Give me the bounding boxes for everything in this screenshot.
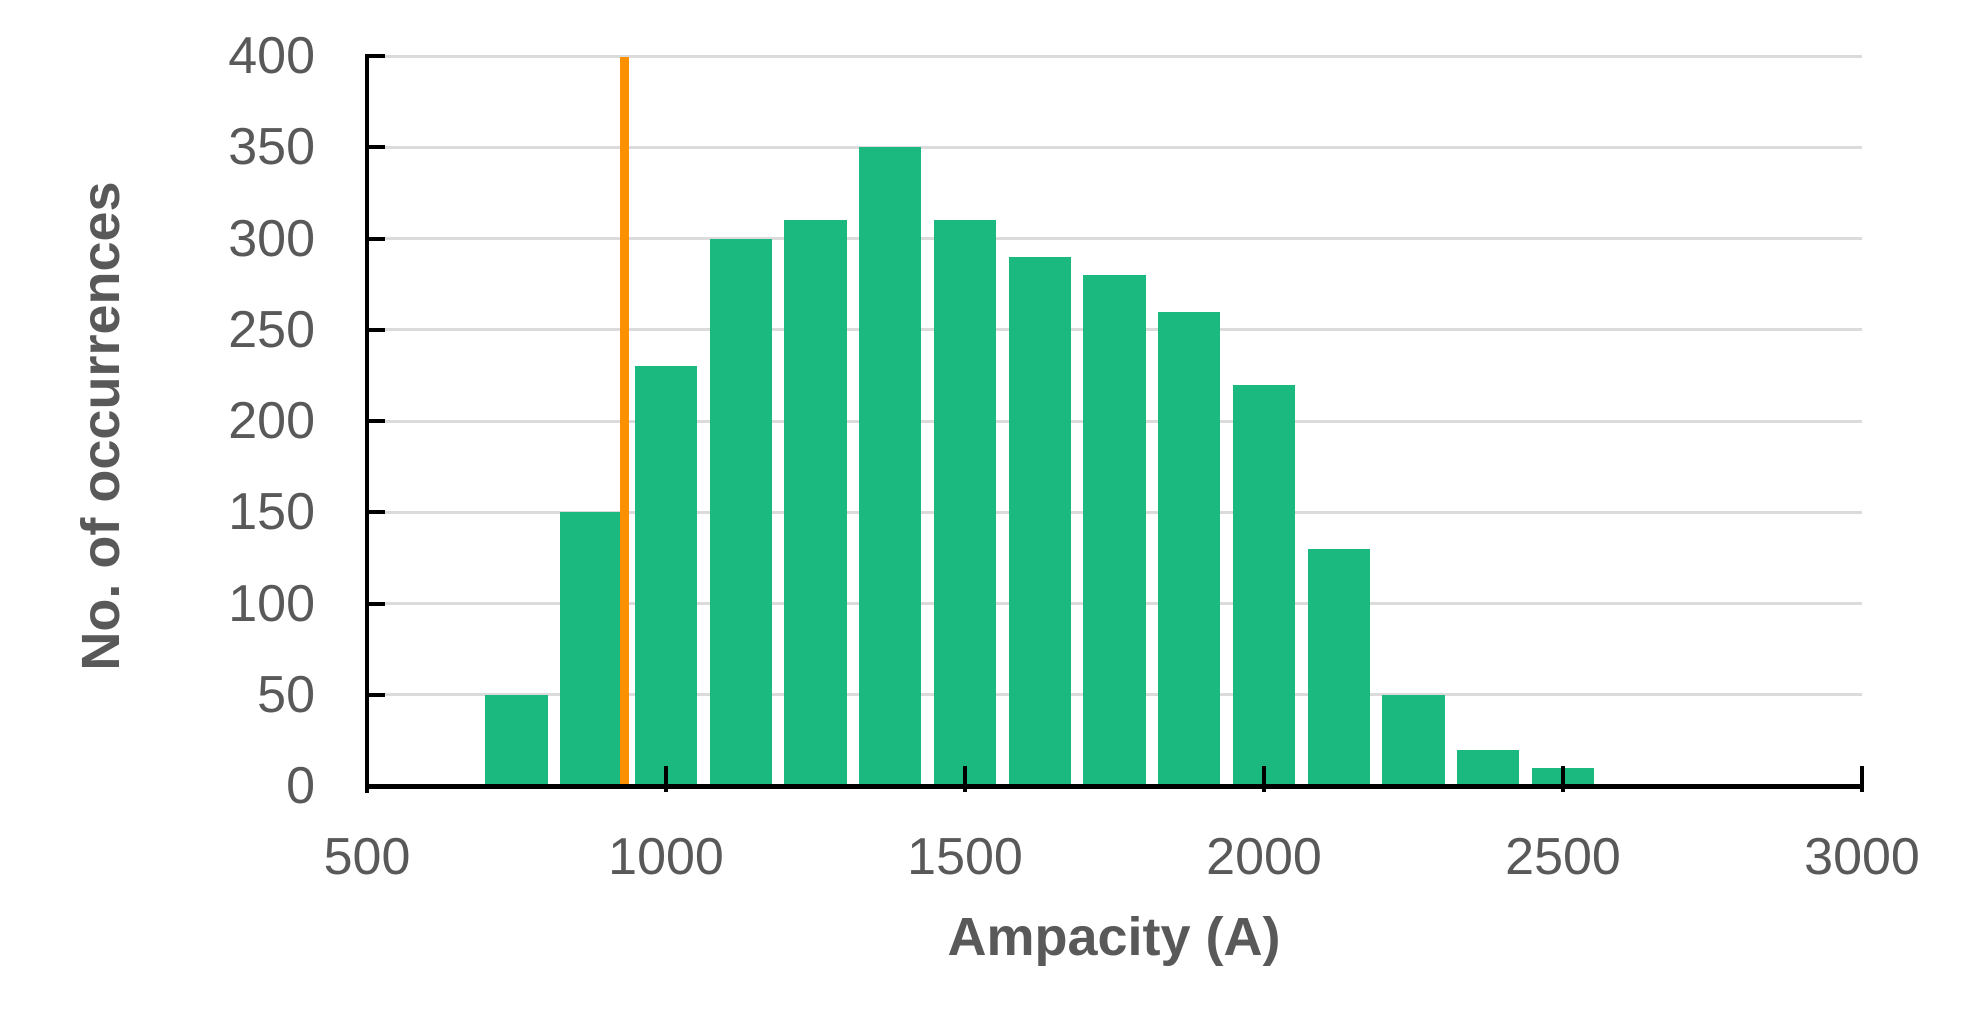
y-tick-mark-50 [365,692,385,697]
gridline-y-350 [367,145,1862,149]
y-axis-title: No. of occurrences [71,181,131,671]
histogram-bar-1625 [1008,256,1071,785]
x-tick-label-1000: 1000 [608,828,724,886]
y-tick-label-300: 300 [228,209,315,268]
x-axis-line [365,784,1864,789]
x-axis-title: Ampacity (A) [947,907,1281,967]
histogram-bar-1750 [1083,275,1146,785]
y-axis-line [365,54,369,793]
histogram-bar-2250 [1382,694,1445,785]
x-tick-mark-2500 [1561,766,1565,792]
y-tick-mark-300 [365,236,385,241]
y-tick-label-250: 250 [228,300,315,359]
histogram-bar-2000 [1232,384,1296,785]
x-tick-label-500: 500 [323,828,411,886]
gridline-y-300 [367,237,1862,240]
histogram-bar-1500 [933,220,997,785]
x-tick-mark-1000 [664,766,668,792]
histogram-bar-1375 [859,147,922,785]
x-tick-label-2500: 2500 [1505,828,1621,886]
x-tick-mark-1500 [963,766,967,792]
y-tick-label-350: 350 [228,118,315,177]
histogram-bar-1250 [784,220,847,785]
x-tick-mark-3000 [1860,766,1864,792]
y-tick-label-50: 50 [257,665,315,724]
y-tick-mark-150 [365,510,385,515]
histogram-bar-2125 [1307,548,1370,785]
x-tick-label-3000: 3000 [1804,828,1920,886]
y-tick-mark-400 [365,54,385,58]
histogram-bar-750 [485,694,548,785]
y-tick-mark-350 [365,145,385,150]
histogram-bar-2375 [1457,749,1520,785]
y-tick-label-150: 150 [228,483,315,542]
x-tick-label-2000: 2000 [1206,828,1322,886]
histogram-bar-1000 [634,366,698,785]
y-tick-label-100: 100 [228,574,315,633]
gridline-y-400 [367,54,1862,58]
histogram-bar-1125 [709,238,772,785]
histogram-bar-875 [560,512,623,785]
y-tick-label-0: 0 [286,757,315,815]
reference-line [619,57,629,784]
y-tick-label-400: 400 [228,27,315,85]
x-tick-mark-2000 [1262,766,1266,792]
y-tick-mark-200 [365,419,385,423]
y-tick-mark-250 [365,327,385,332]
y-tick-label-200: 200 [228,392,315,450]
histogram-bar-1875 [1158,311,1221,785]
x-tick-label-1500: 1500 [907,828,1023,886]
y-tick-mark-100 [365,601,385,606]
